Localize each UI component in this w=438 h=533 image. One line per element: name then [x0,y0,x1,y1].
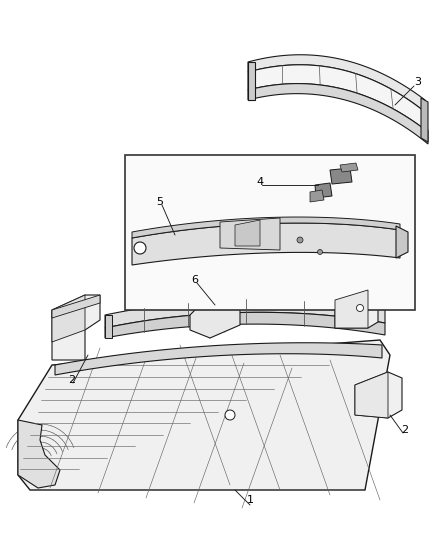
Polygon shape [421,98,428,142]
Polygon shape [52,295,85,342]
Polygon shape [335,290,378,328]
Polygon shape [105,312,385,338]
Polygon shape [248,62,255,100]
Polygon shape [248,65,428,132]
Polygon shape [55,343,382,375]
Polygon shape [330,168,352,184]
Circle shape [134,242,146,254]
Polygon shape [248,55,425,112]
Text: 2: 2 [402,425,409,435]
Polygon shape [18,340,390,490]
Polygon shape [248,84,428,144]
Circle shape [318,249,322,254]
Polygon shape [105,300,385,328]
Polygon shape [310,190,324,202]
Polygon shape [315,183,332,198]
Polygon shape [132,217,400,238]
Text: 3: 3 [414,77,421,87]
Polygon shape [52,295,100,318]
Polygon shape [52,295,100,360]
Polygon shape [220,218,280,250]
Polygon shape [396,226,408,258]
Polygon shape [235,220,260,246]
Circle shape [297,237,303,243]
Text: 6: 6 [191,275,198,285]
Polygon shape [355,372,402,418]
Text: 5: 5 [156,197,163,207]
Text: 1: 1 [247,495,254,505]
Polygon shape [105,315,112,338]
Polygon shape [18,420,60,488]
Polygon shape [132,223,400,265]
Polygon shape [248,62,250,100]
Polygon shape [355,372,388,418]
Polygon shape [340,163,358,172]
Text: 2: 2 [68,375,76,385]
Text: 4: 4 [256,177,264,187]
Bar [125,155,415,310]
Circle shape [357,304,364,311]
Polygon shape [335,290,368,328]
Polygon shape [190,295,240,338]
Circle shape [225,410,235,420]
